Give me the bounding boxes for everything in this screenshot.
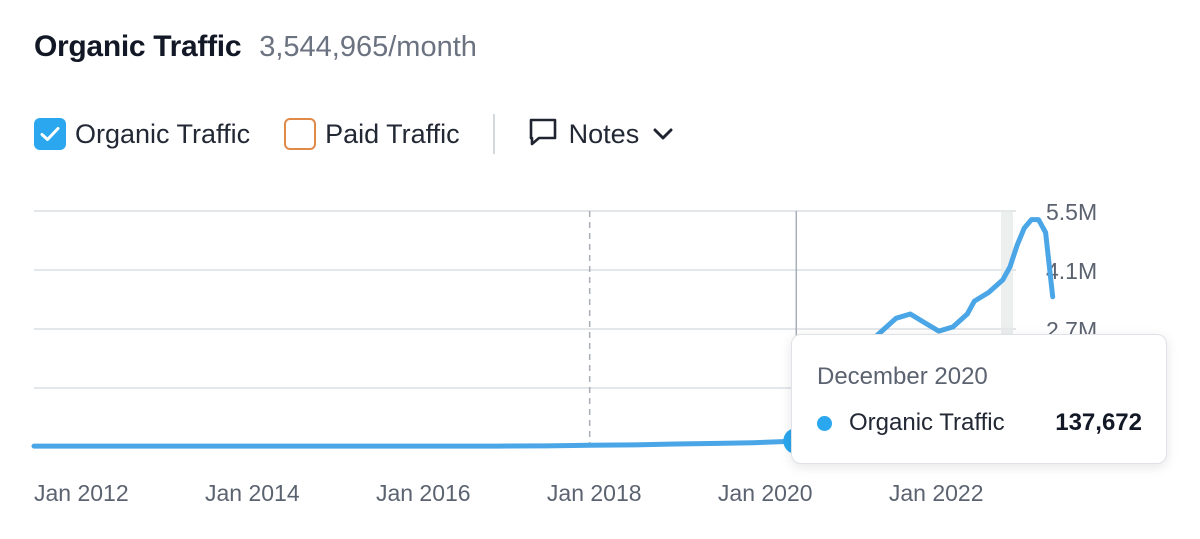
unchecked-checkbox-icon[interactable] bbox=[284, 118, 317, 150]
y-tick-label: 5.5M bbox=[1046, 199, 1097, 225]
tooltip-value: 137,672 bbox=[1055, 409, 1142, 436]
chart-header: Organic Traffic 3,544,965/month bbox=[34, 30, 477, 64]
paid-traffic-label: Paid Traffic bbox=[325, 118, 460, 149]
organic-traffic-toggle[interactable]: Organic Traffic bbox=[34, 118, 250, 150]
organic-traffic-line bbox=[31, 217, 1056, 449]
x-tick-label: Jan 2022 bbox=[889, 480, 984, 506]
paid-traffic-toggle[interactable]: Paid Traffic bbox=[284, 118, 460, 150]
x-tick-label: Jan 2020 bbox=[718, 480, 813, 506]
x-tick-label: Jan 2012 bbox=[34, 480, 129, 506]
chart-title: Organic Traffic bbox=[34, 30, 242, 63]
tooltip-date: December 2020 bbox=[817, 363, 988, 390]
x-tick-label: Jan 2018 bbox=[547, 480, 642, 506]
x-tick-label: Jan 2014 bbox=[205, 480, 300, 506]
tooltip-row: Organic Traffic 137,672 bbox=[817, 409, 1142, 437]
organic-traffic-label: Organic Traffic bbox=[75, 118, 251, 149]
tooltip-series-name: Organic Traffic bbox=[849, 409, 1005, 436]
controls-divider bbox=[492, 114, 495, 154]
legend-controls: Organic Traffic Paid Traffic Notes bbox=[34, 114, 673, 154]
notes-dropdown[interactable]: Notes bbox=[528, 117, 674, 152]
chevron-down-icon bbox=[653, 128, 673, 140]
series-dot-icon bbox=[817, 415, 832, 431]
traffic-value: 3,544,965/month bbox=[259, 31, 477, 63]
notes-label: Notes bbox=[568, 118, 640, 149]
checked-checkbox-icon[interactable] bbox=[34, 118, 66, 150]
y-tick-label: 4.1M bbox=[1046, 258, 1097, 284]
comment-icon bbox=[528, 117, 558, 152]
chart-tooltip: December 2020 Organic Traffic 137,672 bbox=[791, 334, 1167, 464]
x-tick-label: Jan 2016 bbox=[376, 480, 471, 506]
